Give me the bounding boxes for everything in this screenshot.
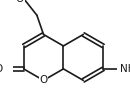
- Text: O: O: [16, 0, 24, 4]
- Text: O: O: [0, 64, 3, 74]
- Text: O: O: [39, 75, 48, 85]
- Text: NH: NH: [120, 64, 130, 74]
